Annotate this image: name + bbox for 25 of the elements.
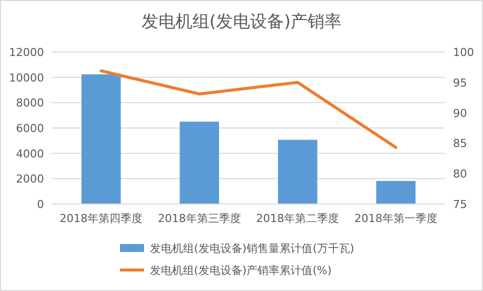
legend-label: 发电机组(发电设备)产销率累计值(%) [150, 264, 332, 277]
y2-tick-label: 95 [453, 76, 467, 90]
y-tick-label: 10000 [9, 71, 44, 84]
y-tick-label: 8000 [16, 96, 44, 110]
bar [278, 140, 318, 204]
x-tick-label: 2018年第四季度 [60, 212, 143, 225]
y-tick-label: 12000 [9, 46, 44, 59]
x-tick-label: 2018年第一季度 [354, 212, 438, 225]
bar [376, 180, 416, 204]
y2-tick-label: 90 [453, 106, 467, 120]
bar [81, 74, 121, 204]
y2-tick-label: 80 [453, 168, 467, 181]
line-series [100, 69, 398, 149]
chart-title: 发电机组(发电设备)产销率 [141, 12, 342, 32]
x-tick-label: 2018年第二季度 [256, 212, 340, 225]
legend-label: 发电机组(发电设备)销售量累计值(万千瓦) [150, 242, 354, 255]
y-tick-label: 2000 [16, 172, 44, 186]
y2-tick-label: 75 [453, 198, 467, 211]
y-tick-label: 4000 [16, 147, 44, 160]
y2-tick-label: 100 [453, 46, 474, 59]
y-tick-label: 6000 [16, 122, 44, 135]
x-tick-label: 2018年第三季度 [158, 212, 241, 225]
y2-tick-label: 85 [453, 137, 467, 150]
y-tick-label: 0 [37, 198, 44, 211]
bar [180, 122, 220, 204]
